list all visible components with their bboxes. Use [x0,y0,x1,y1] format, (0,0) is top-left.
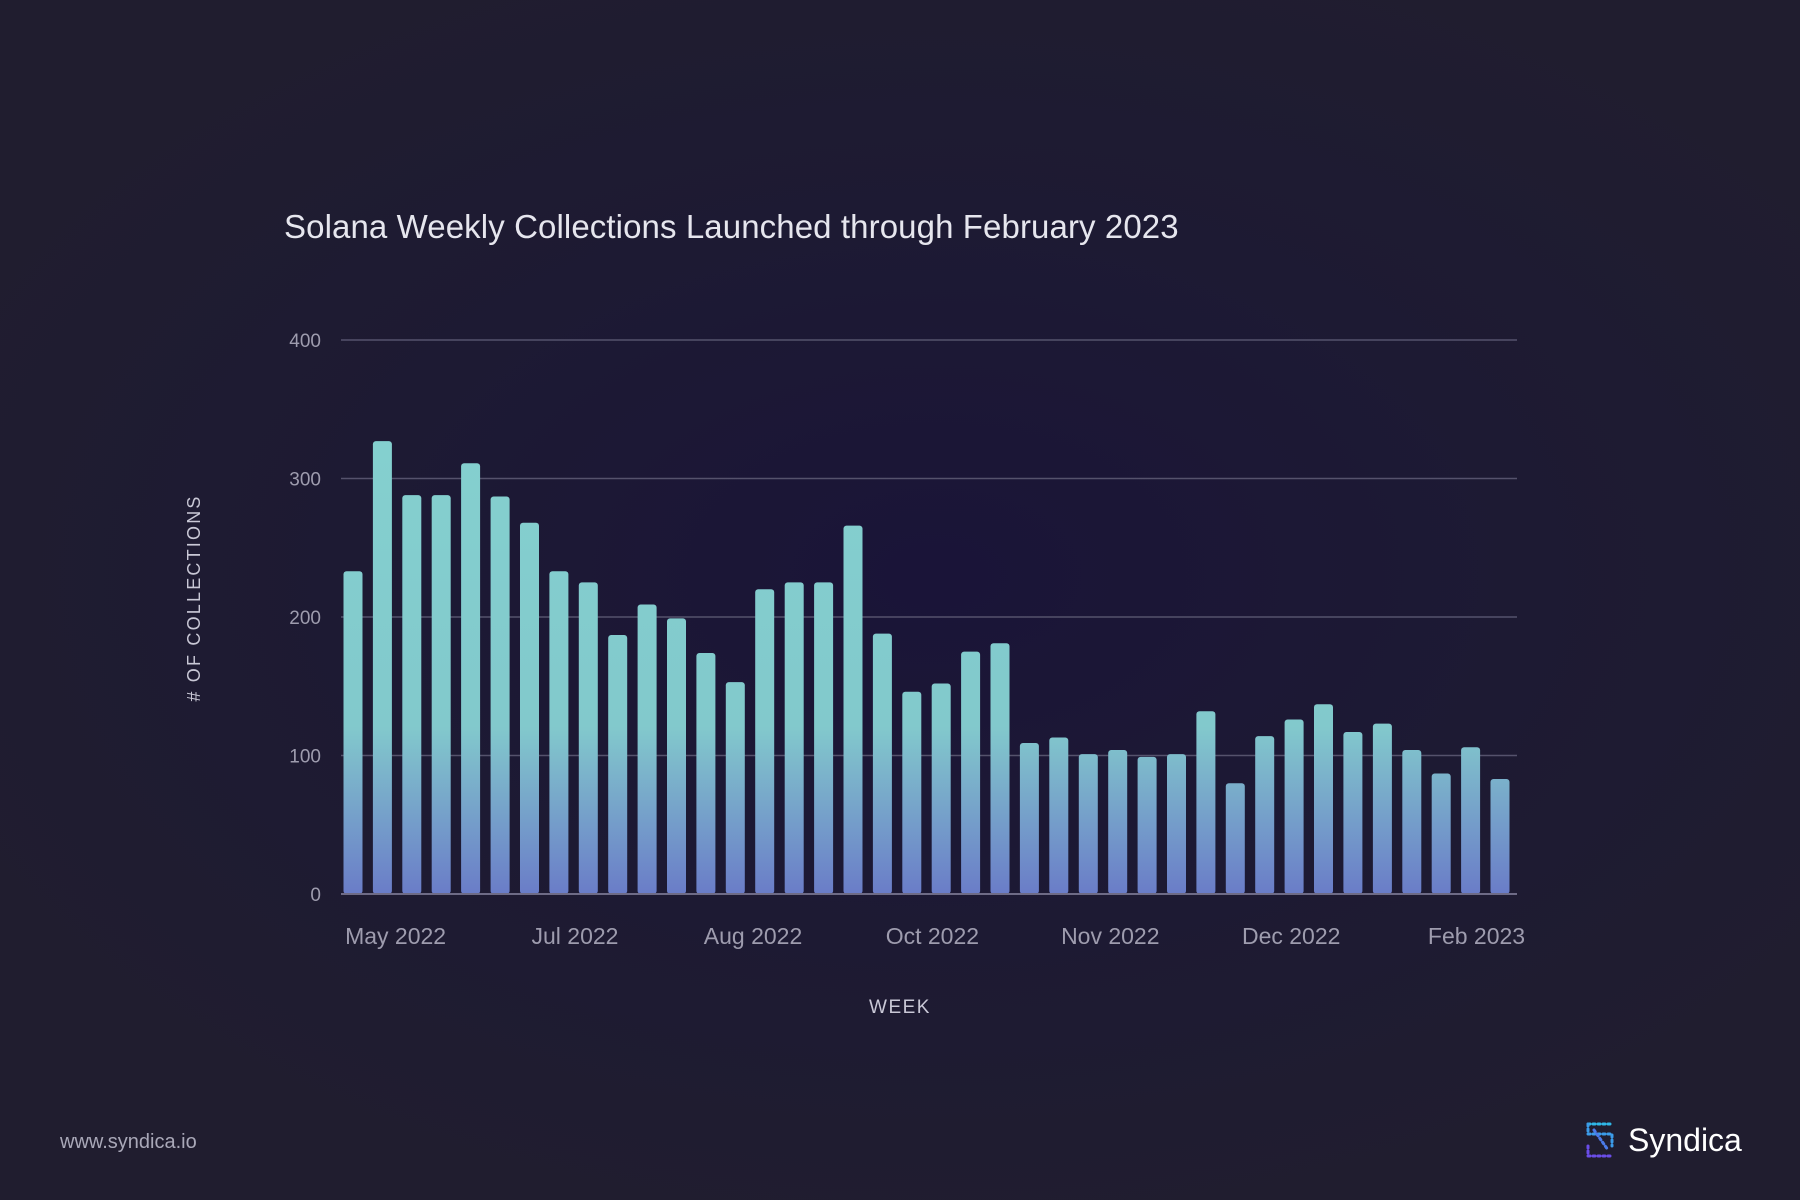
bar [637,604,657,894]
bar [931,683,951,894]
bar [961,651,981,894]
bar [1049,737,1069,894]
y-tick-label: 400 [289,331,321,352]
y-tick-label: 300 [289,470,321,491]
bar [725,682,745,894]
brand-name: Syndica [1628,1121,1742,1158]
bar [814,582,834,894]
bar [1402,750,1422,894]
bar [1284,719,1304,894]
bar [461,463,481,894]
bar [1314,704,1333,894]
bar [1461,747,1481,894]
footer-url[interactable]: www.syndica.io [60,1131,197,1153]
y-tick-label: 100 [289,747,321,768]
bar [784,582,804,894]
bar [1196,711,1216,894]
bar [520,522,539,894]
bar [1431,773,1451,894]
x-tick-label: Dec 2022 [1242,923,1340,949]
bar [1167,754,1186,894]
bar [1108,750,1128,894]
bar [1343,732,1363,894]
bar [1137,756,1157,894]
bar [372,441,392,894]
x-tick-label: Feb 2023 [1428,923,1525,949]
bar [402,495,422,894]
bar [1078,754,1098,894]
bar [755,589,775,894]
bar [1225,783,1245,894]
bar [578,582,598,894]
bar [696,653,716,894]
bar [343,571,363,894]
y-tick-label: 200 [289,608,321,629]
y-axis-label: # OF COLLECTIONS [184,494,204,701]
brand-logo[interactable]: Syndica [1584,1120,1742,1160]
bar [1372,723,1392,894]
bar [843,525,863,894]
bar [990,643,1010,894]
chart-title: Solana Weekly Collections Launched throu… [284,208,1179,245]
bar [549,571,569,894]
bar [490,496,510,894]
x-tick-label: Aug 2022 [704,923,802,949]
x-tick-label: Oct 2022 [886,923,979,949]
syndica-logo-icon [1586,1122,1614,1158]
x-tick-label: Jul 2022 [532,923,619,949]
x-tick-label: May 2022 [345,923,446,949]
bar [1490,779,1510,894]
y-tick-label: 0 [310,885,321,906]
x-axis-label: WEEK [869,997,931,1018]
bar [1255,736,1275,894]
bar [431,495,451,894]
x-tick-label: Nov 2022 [1061,923,1159,949]
bar [902,691,922,894]
bar [608,635,628,894]
bar [872,633,892,894]
bar [1019,743,1039,894]
bar [667,618,686,894]
